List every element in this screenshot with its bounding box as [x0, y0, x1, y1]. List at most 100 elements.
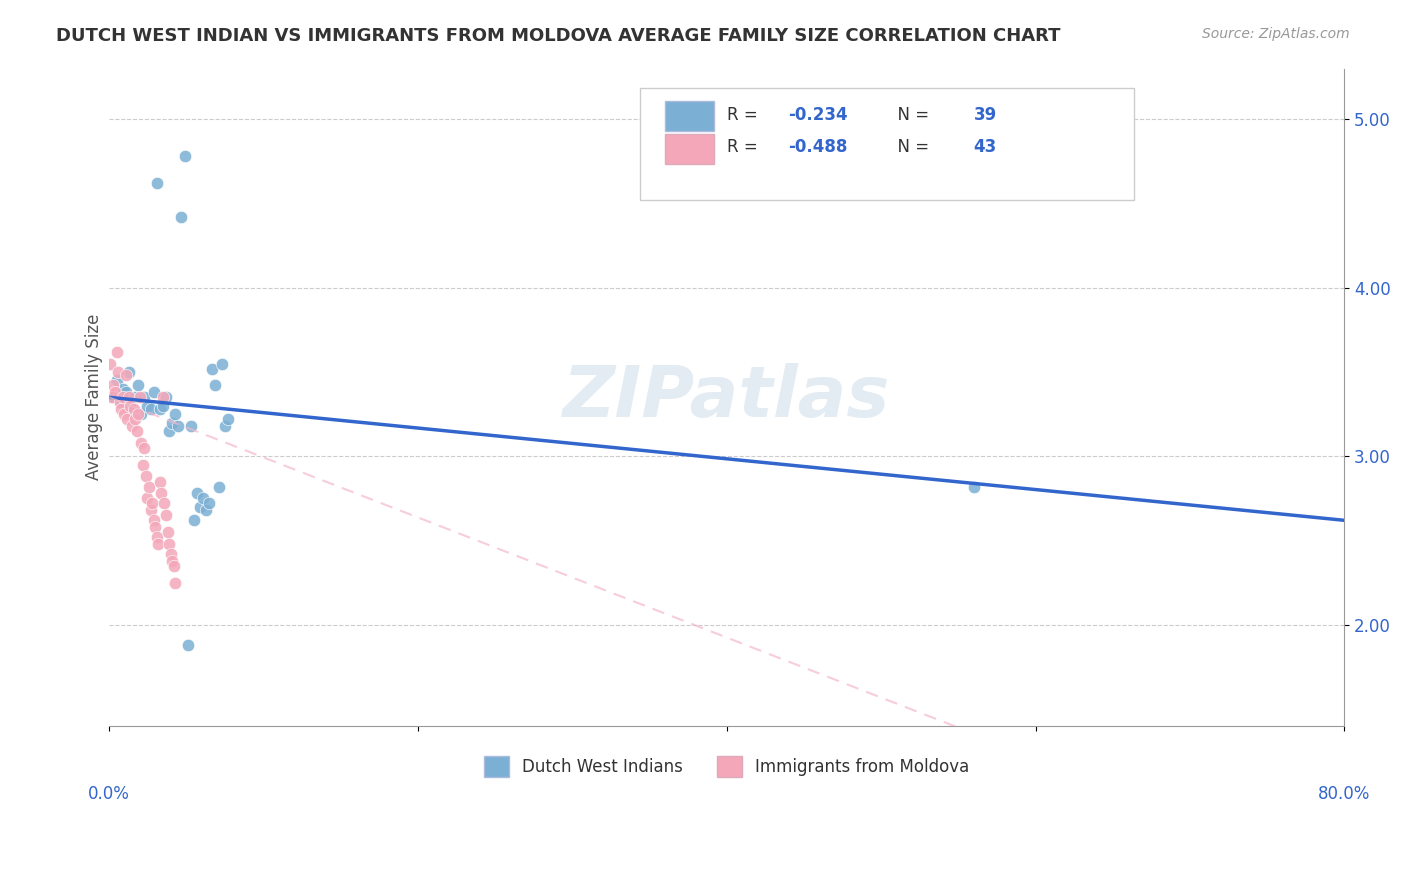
- Text: 39: 39: [974, 105, 997, 124]
- Point: [148, 537, 170, 551]
- Text: Source: ZipAtlas.com: Source: ZipAtlas.com: [1202, 27, 1350, 41]
- Point: [204, 378, 226, 392]
- Point: [183, 513, 205, 527]
- Point: [101, 390, 124, 404]
- Point: [129, 435, 152, 450]
- Legend: Dutch West Indians, Immigrants from Moldova: Dutch West Indians, Immigrants from Mold…: [478, 750, 976, 783]
- FancyBboxPatch shape: [665, 102, 714, 131]
- Point: [152, 399, 174, 413]
- Point: [963, 480, 986, 494]
- Point: [176, 638, 198, 652]
- Point: [141, 496, 163, 510]
- Point: [118, 390, 141, 404]
- Point: [157, 424, 180, 438]
- Point: [136, 399, 159, 413]
- Point: [121, 402, 143, 417]
- Point: [124, 390, 146, 404]
- Point: [111, 390, 134, 404]
- Point: [186, 486, 208, 500]
- Point: [121, 418, 143, 433]
- Point: [160, 416, 183, 430]
- Text: -0.234: -0.234: [789, 105, 848, 124]
- Text: N =: N =: [887, 138, 935, 156]
- FancyBboxPatch shape: [665, 135, 714, 164]
- Point: [195, 503, 218, 517]
- Point: [103, 378, 125, 392]
- Point: [127, 407, 149, 421]
- Point: [129, 407, 152, 421]
- Point: [108, 395, 131, 409]
- Point: [118, 365, 141, 379]
- Text: R =: R =: [727, 138, 762, 156]
- Point: [214, 418, 236, 433]
- Point: [135, 469, 157, 483]
- Point: [217, 412, 239, 426]
- Point: [145, 530, 167, 544]
- Text: 0.0%: 0.0%: [89, 785, 129, 803]
- Point: [201, 361, 224, 376]
- Point: [139, 503, 162, 517]
- Point: [207, 480, 229, 494]
- Point: [139, 402, 162, 417]
- Point: [160, 554, 183, 568]
- Point: [211, 357, 233, 371]
- Point: [157, 537, 180, 551]
- Point: [170, 210, 193, 224]
- Text: N =: N =: [887, 105, 935, 124]
- Point: [142, 385, 165, 400]
- Point: [134, 441, 156, 455]
- Point: [145, 176, 167, 190]
- Point: [163, 558, 186, 573]
- Point: [173, 149, 195, 163]
- Point: [136, 491, 159, 506]
- Text: ZIPatlas: ZIPatlas: [562, 363, 890, 432]
- Point: [180, 418, 202, 433]
- Point: [143, 520, 166, 534]
- Text: 80.0%: 80.0%: [1319, 785, 1371, 803]
- Point: [134, 390, 156, 404]
- Text: -0.488: -0.488: [789, 138, 848, 156]
- Text: 43: 43: [974, 138, 997, 156]
- Point: [155, 390, 177, 404]
- Point: [110, 402, 132, 417]
- Point: [165, 407, 187, 421]
- Y-axis label: Average Family Size: Average Family Size: [86, 314, 103, 481]
- Point: [128, 390, 150, 404]
- Point: [132, 458, 155, 472]
- Point: [112, 407, 135, 421]
- Point: [100, 357, 122, 371]
- Point: [149, 475, 172, 489]
- Point: [191, 491, 214, 506]
- Point: [127, 378, 149, 392]
- Point: [152, 390, 174, 404]
- Point: [108, 395, 131, 409]
- Point: [155, 508, 177, 523]
- Point: [188, 500, 211, 514]
- FancyBboxPatch shape: [640, 88, 1135, 200]
- Text: DUTCH WEST INDIAN VS IMMIGRANTS FROM MOLDOVA AVERAGE FAMILY SIZE CORRELATION CHA: DUTCH WEST INDIAN VS IMMIGRANTS FROM MOL…: [56, 27, 1060, 45]
- Point: [124, 412, 146, 426]
- Point: [138, 480, 160, 494]
- Point: [142, 513, 165, 527]
- Point: [105, 373, 128, 387]
- Point: [107, 365, 129, 379]
- Point: [165, 575, 187, 590]
- Point: [150, 486, 173, 500]
- Point: [120, 399, 142, 413]
- Point: [115, 368, 138, 383]
- Point: [198, 496, 221, 510]
- Point: [117, 412, 139, 426]
- Point: [105, 344, 128, 359]
- Point: [103, 390, 125, 404]
- Point: [159, 547, 181, 561]
- Point: [111, 382, 134, 396]
- Point: [104, 385, 127, 400]
- Point: [167, 418, 190, 433]
- Point: [153, 496, 176, 510]
- Point: [125, 424, 148, 438]
- Point: [149, 402, 172, 417]
- Point: [115, 385, 138, 400]
- Point: [122, 402, 145, 417]
- Text: R =: R =: [727, 105, 762, 124]
- Point: [156, 525, 179, 540]
